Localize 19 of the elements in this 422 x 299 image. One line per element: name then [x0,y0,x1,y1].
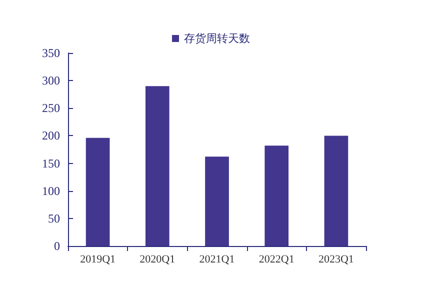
x-tick-label: 2021Q1 [199,254,235,266]
x-tick-label: 2022Q1 [258,254,294,266]
bar [324,136,348,246]
y-tick-label: 250 [42,101,60,116]
bar [264,146,289,246]
y-tick-label: 50 [48,211,60,226]
y-tick-label: 0 [54,239,60,253]
x-tick-label: 2020Q1 [140,254,176,266]
bar [145,86,170,246]
y-tick-label: 200 [42,128,60,143]
bar [205,156,229,246]
y-tick-label: 150 [42,156,60,170]
y-tick-label: 300 [42,74,60,88]
bar [86,138,110,246]
legend-label: 存货周转天数 [184,32,250,45]
y-tick-label: 100 [42,184,60,198]
y-tick-label: 350 [42,46,60,60]
x-tick-label: 2023Q1 [318,254,354,266]
x-tick-label: 2019Q1 [80,254,116,266]
